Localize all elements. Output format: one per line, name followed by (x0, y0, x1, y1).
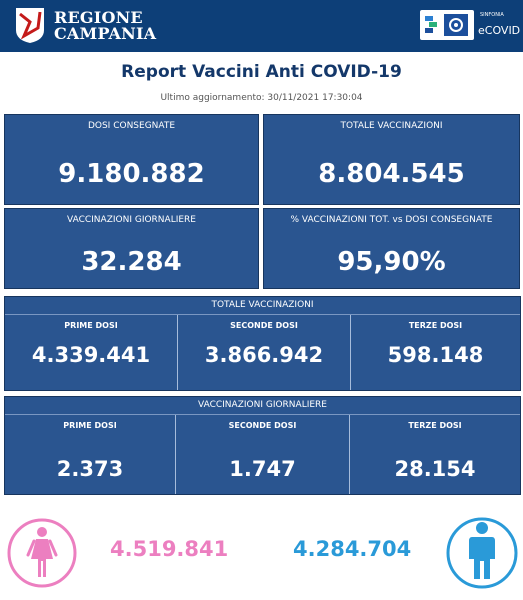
cell-label: TERZE DOSI (408, 321, 463, 330)
female-vaccinations-value: 4.519.841 (110, 537, 229, 561)
ecovid-label: eCOVID (478, 24, 521, 37)
cell-value: 3.866.942 (204, 343, 324, 367)
male-vaccinations-value: 4.284.704 (293, 537, 412, 561)
cell-label: TERZE DOSI (408, 421, 462, 430)
cell-value: 28.154 (394, 457, 476, 481)
cell-value: 2.373 (56, 457, 124, 481)
divider (350, 315, 351, 390)
divider (175, 415, 176, 494)
card-percentuale: % VACCINAZIONI TOT. vs DOSI CONSEGNATE 9… (263, 208, 520, 289)
card-label: TOTALE VACCINAZIONI (340, 121, 443, 131)
cell-terze-dosi: TERZE DOSI 28.154 (350, 415, 520, 494)
last-updated: Ultimo aggiornamento: 30/11/2021 17:30:0… (160, 93, 363, 103)
card-vaccinazioni-giornaliere: VACCINAZIONI GIORNALIERE 32.284 (4, 208, 259, 289)
card-label: DOSI CONSEGNATE (87, 121, 176, 131)
cell-prime-dosi: PRIME DOSI 2.373 (5, 415, 175, 494)
cell-value: 598.148 (387, 343, 484, 367)
cell-value: 4.339.441 (31, 343, 151, 367)
male-person-icon (446, 517, 518, 589)
cell-prime-dosi: PRIME DOSI 4.339.441 (5, 315, 177, 390)
cell-label: SECONDE DOSI (228, 421, 297, 430)
panel-title: VACCINAZIONI GIORNALIERE (5, 397, 520, 415)
card-dosi-consegnate: DOSI CONSEGNATE 9.180.882 (4, 114, 259, 205)
card-value: 8.804.545 (318, 159, 465, 189)
card-value: 32.284 (81, 247, 182, 277)
region-name: REGIONE CAMPANIA (54, 10, 156, 42)
region-name-line2: CAMPANIA (54, 24, 157, 43)
cell-seconde-dosi: SECONDE DOSI 1.747 (176, 415, 349, 494)
region-name-line1: REGIONE (54, 8, 143, 27)
cell-label: PRIME DOSI (64, 321, 118, 330)
card-label: VACCINAZIONI GIORNALIERE (67, 215, 196, 225)
header-bar: REGIONE CAMPANIA SINFONIA eCOVID (0, 0, 523, 52)
divider (349, 415, 350, 494)
cell-terze-dosi: TERZE DOSI 598.148 (351, 315, 520, 390)
cell-label: SECONDE DOSI (230, 321, 298, 330)
ecovid-logo: SINFONIA eCOVID (420, 10, 520, 44)
cell-seconde-dosi: SECONDE DOSI 3.866.942 (178, 315, 350, 390)
divider (177, 315, 178, 390)
regione-campania-logo-icon (16, 8, 44, 43)
card-value: 9.180.882 (58, 159, 205, 189)
card-value: 95,90% (337, 247, 446, 277)
panel-title: TOTALE VACCINAZIONI (5, 297, 520, 315)
panel-vaccinazioni-giornaliere: VACCINAZIONI GIORNALIERE PRIME DOSI 2.37… (4, 396, 521, 495)
card-totale-vaccinazioni: TOTALE VACCINAZIONI 8.804.545 (263, 114, 520, 205)
sinfonia-label: SINFONIA (480, 12, 504, 18)
sinfonia-logo-icon (420, 10, 474, 40)
panel-totale-vaccinazioni: TOTALE VACCINAZIONI PRIME DOSI 4.339.441… (4, 296, 521, 391)
cell-value: 1.747 (229, 457, 296, 481)
female-person-icon (7, 518, 77, 588)
cell-label: PRIME DOSI (63, 421, 117, 430)
card-label: % VACCINAZIONI TOT. vs DOSI CONSEGNATE (290, 215, 493, 225)
page-title: Report Vaccini Anti COVID-19 (121, 62, 402, 82)
